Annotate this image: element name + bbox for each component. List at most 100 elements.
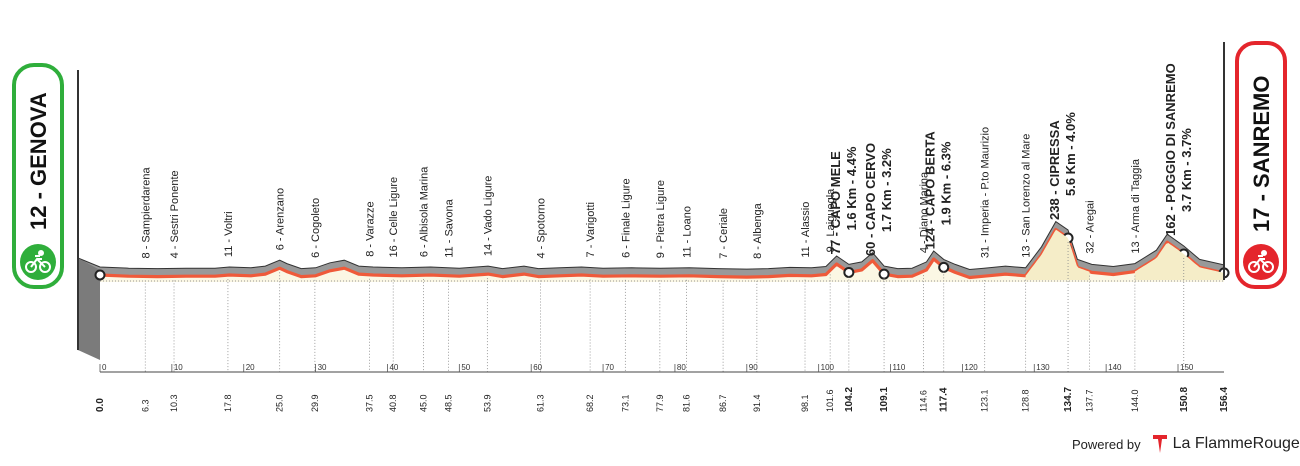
waypoint: 32 - Aregai [1085,200,1097,253]
tick-label: 30 [318,363,327,372]
km-label: 73.1 [620,394,630,412]
waypoint-label: 7 - Varigotti [585,202,597,257]
waypoint-climb-stats: 1.9 Km - 6.3% [939,141,954,225]
km-label: 86.7 [718,394,728,412]
start-label: 12 - GENOVA [26,92,51,230]
elevation-profile: 2.0 [77,220,1230,360]
waypoint: 9 - Pietra Ligure [655,180,667,258]
waypoint-label: 60 - CAPO CERVO [863,143,878,256]
waypoint: 124 - CAPO BERTA 1.9 Km - 6.3% [923,131,954,250]
km-label: 144.0 [1130,389,1140,412]
tick-label: 70 [605,363,614,372]
waypoint: 6 - Arenzano [275,188,287,250]
km-label: 117.4 [939,387,950,412]
km-label: 29.9 [310,394,320,412]
km-label: 98.1 [800,394,810,412]
tick-label: 120 [964,363,978,372]
key-point-marker [938,261,950,273]
waypoint: 162 - POGGIO DI SANREMO 3.7 Km - 3.7% [1163,63,1194,236]
km-label: 128.8 [1021,389,1031,412]
waypoint-label: 238 - CIPRESSA [1047,120,1062,220]
waypoint-label: 8 - Sampierdarena [140,166,152,258]
waypoint-label: 8 - Varazze [365,201,377,256]
finish-pin-frame [1235,41,1287,289]
waypoint: 77 - CAPO MELE 1.6 Km - 4.4% [828,146,859,254]
waypoint-label: 11 - Alassio [800,202,812,258]
km-label: 77.9 [655,394,665,412]
waypoint: 7 - Varigotti [585,202,597,257]
waypoint-label: 6 - Albisola Marina [418,166,430,257]
waypoint: 8 - Sampierdarena [140,166,152,258]
finish-marker: 17 - SANREMO [1235,41,1287,289]
waypoint-label: 9 - Pietra Ligure [655,180,667,258]
tick-label: 130 [1036,363,1050,372]
key-point-marker [94,269,106,281]
waypoint: 4 - Spotorno [536,198,548,259]
waypoint: 11 - Savona [444,198,456,257]
tick-label: 60 [533,363,542,372]
km-label: 137.7 [1085,389,1095,412]
km-label: 156.4 [1219,387,1230,412]
km-label: 114.6 [919,390,929,412]
waypoint: 238 - CIPRESSA 5.6 Km - 4.0% [1047,112,1078,220]
waypoint-climb-stats: 5.6 Km - 4.0% [1063,112,1078,196]
waypoint-label: 6 - Arenzano [275,188,287,250]
climb-highlight [1134,243,1224,280]
waypoint-label: 77 - CAPO MELE [828,151,843,255]
waypoint: 4 - Sestri Ponente [169,170,181,258]
waypoint: 11 - Loano [681,206,693,258]
km-label: 25.0 [275,394,285,412]
km-label: 0.0 [95,398,106,412]
waypoint: 31 - Imperia - P.to Maurizio [980,127,992,258]
waypoint-climb-stats: 1.7 Km - 3.2% [879,148,894,232]
key-point-marker [878,268,890,280]
waypoint: 9 - Laiguegla [825,188,837,252]
km-label: 101.6 [825,389,835,412]
waypoint-label: 124 - CAPO BERTA [923,131,938,250]
waypoint-label: 11 - Voltri [223,211,235,257]
km-label: 45.0 [418,394,428,412]
km-label: 91.4 [752,394,762,412]
waypoint-climb-stats: 1.6 Km - 4.4% [844,146,859,230]
waypoint-label: 8 - Albenga [752,202,764,259]
tick-label: 0 [102,363,107,372]
km-label: 109.1 [879,387,890,412]
km-label: 134.7 [1063,387,1074,412]
start-marker: 12 - GENOVA [12,63,64,289]
tick-label: 140 [1108,363,1122,372]
waypoint-label: 162 - POGGIO DI SANREMO [1163,63,1178,236]
tick-label: 50 [461,363,470,372]
waypoint: 8 - Varazze [365,201,377,256]
waypoint: 11 - Alassio [800,202,812,258]
waypoint: 6 - Finale Ligure [620,178,632,258]
km-label: 53.9 [482,394,492,412]
waypoint-label: 13 - San Lorenzo al Mare [1021,134,1033,258]
tick-label: 90 [749,363,758,372]
start-badge [20,244,56,280]
km-label: 61.3 [536,394,546,412]
tick-label: 10 [174,363,183,372]
tick-label: 150 [1180,363,1194,372]
waypoint-label: 6 - Cogoleto [310,198,322,258]
km-label: 40.8 [388,394,398,412]
km-label: 48.5 [444,394,454,412]
km-label: 17.8 [223,394,233,412]
key-point-marker [843,266,855,278]
waypoint-label: 13 - Arma di Taggia [1130,158,1142,253]
waypoint: 13 - San Lorenzo al Mare [1021,134,1033,258]
waypoint: 60 - CAPO CERVO 1.7 Km - 3.2% [863,143,894,256]
finish-badge [1243,244,1279,280]
waypoint-label: 14 - Vado Ligure [482,176,494,257]
tick-label: 100 [821,363,835,372]
waypoint-label: 4 - Diano Marina [919,171,931,253]
powered-by-prefix: Powered by [1072,436,1141,452]
flame-rouge-logo-icon [1152,435,1167,453]
km-label: 37.5 [365,394,375,412]
tick-label: 80 [677,363,686,372]
km-label: 68.2 [585,394,595,412]
waypoint-labels: 8 - Sampierdarena 4 - Sestri Ponente 11 - … [140,63,1193,259]
waypoint: 8 - Albenga [752,202,764,259]
waypoint: 4 - Diano Marina [919,171,931,253]
km-label: 81.6 [681,394,691,412]
